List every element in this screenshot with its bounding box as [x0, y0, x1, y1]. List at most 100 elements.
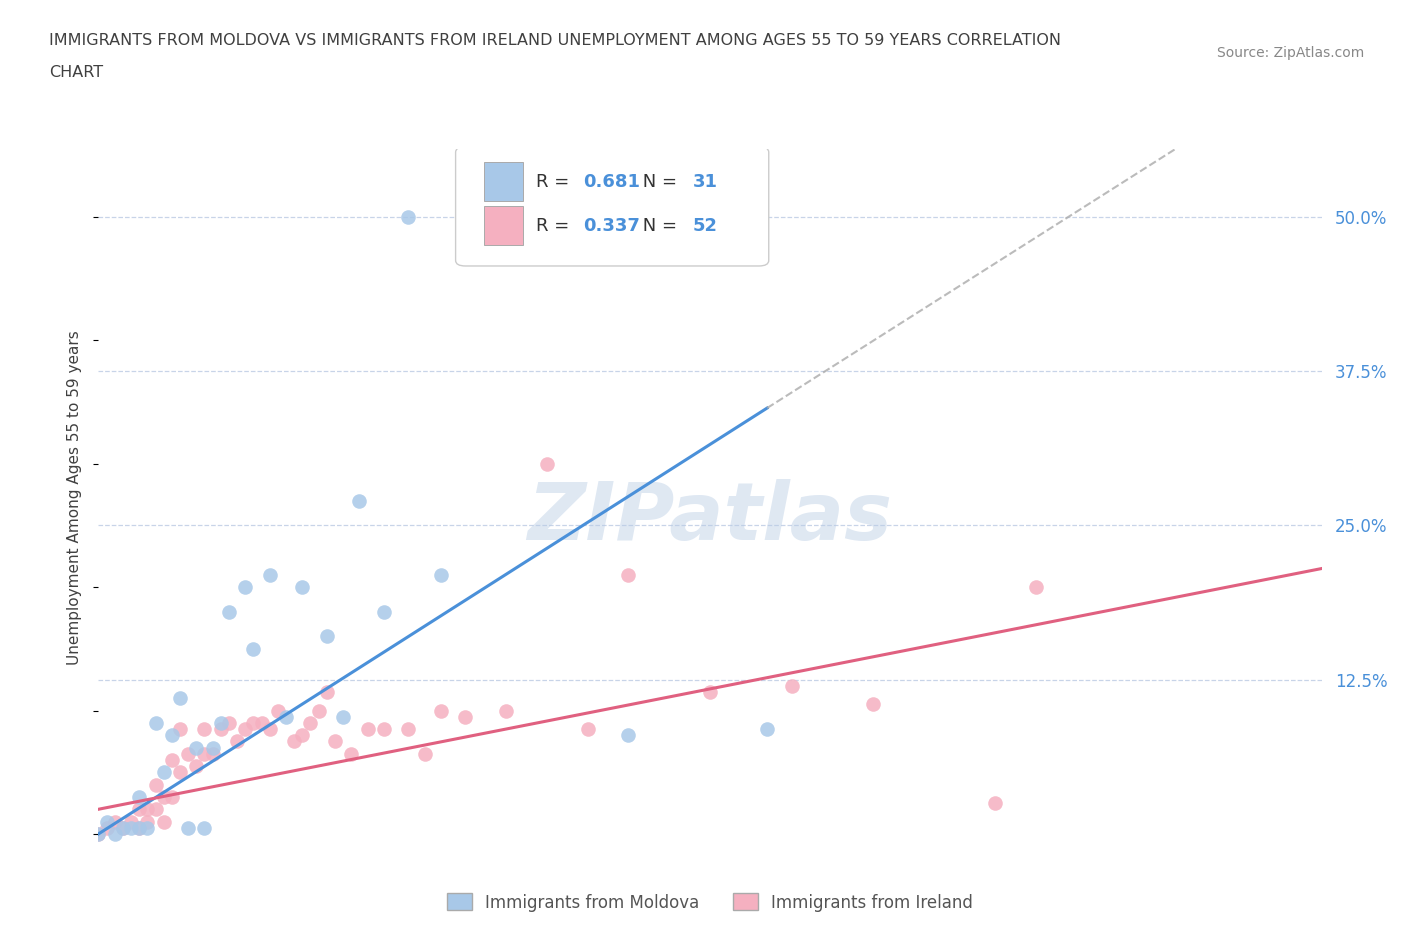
Point [169, 691, 191, 706]
Point [87, 827, 110, 842]
Point [169, 764, 191, 779]
Point [242, 715, 264, 730]
Point [299, 715, 322, 730]
Point [128, 790, 150, 804]
Point [193, 820, 215, 835]
Point [323, 734, 346, 749]
Text: 0.337: 0.337 [583, 217, 640, 234]
Text: Source: ZipAtlas.com: Source: ZipAtlas.com [1216, 46, 1364, 60]
Point [96, 814, 118, 829]
Y-axis label: Unemployment Among Ages 55 to 59 years: Unemployment Among Ages 55 to 59 years [67, 330, 83, 665]
Point [576, 722, 599, 737]
Point [291, 728, 314, 743]
Point [177, 746, 200, 761]
Point [984, 796, 1007, 811]
Point [373, 604, 395, 619]
Point [186, 740, 208, 755]
Text: R =: R = [536, 217, 575, 234]
Point [617, 567, 640, 582]
Legend: Immigrants from Moldova, Immigrants from Ireland: Immigrants from Moldova, Immigrants from… [440, 886, 980, 918]
Point [160, 752, 183, 767]
Text: 52: 52 [693, 217, 718, 234]
Point [780, 678, 803, 693]
Point [218, 715, 240, 730]
Point [332, 710, 354, 724]
Point [267, 703, 290, 718]
Point [250, 715, 273, 730]
Point [396, 722, 419, 737]
Point [283, 734, 305, 749]
Point [1025, 579, 1047, 594]
Point [186, 759, 208, 774]
Point [145, 715, 167, 730]
Point [226, 734, 249, 749]
Point [356, 722, 378, 737]
Text: ZIPatlas: ZIPatlas [527, 480, 893, 557]
Point [193, 746, 215, 761]
Point [495, 703, 517, 718]
Point [160, 728, 183, 743]
Point [233, 579, 256, 594]
Point [242, 642, 264, 657]
Point [454, 710, 477, 724]
Point [136, 802, 159, 817]
Point [536, 456, 558, 471]
Point [259, 567, 281, 582]
Text: CHART: CHART [49, 65, 103, 80]
Point [413, 746, 436, 761]
Point [259, 722, 281, 737]
Point [373, 722, 395, 737]
Point [193, 722, 215, 737]
Point [120, 814, 142, 829]
Point [111, 820, 134, 835]
Point [430, 703, 453, 718]
Point [152, 790, 174, 804]
Point [315, 684, 337, 699]
Point [136, 814, 159, 829]
Point [201, 740, 224, 755]
Point [201, 746, 224, 761]
Text: 31: 31 [693, 173, 718, 191]
Text: R =: R = [536, 173, 575, 191]
FancyBboxPatch shape [456, 147, 769, 266]
Point [430, 567, 453, 582]
Text: IMMIGRANTS FROM MOLDOVA VS IMMIGRANTS FROM IRELAND UNEMPLOYMENT AMONG AGES 55 TO: IMMIGRANTS FROM MOLDOVA VS IMMIGRANTS FR… [49, 33, 1062, 47]
Point [111, 820, 134, 835]
Point [291, 579, 314, 594]
Point [699, 684, 721, 699]
Point [349, 493, 371, 508]
Point [169, 722, 191, 737]
Point [128, 820, 150, 835]
Point [218, 604, 240, 619]
Point [120, 820, 142, 835]
Text: N =: N = [637, 217, 682, 234]
Point [756, 722, 779, 737]
Point [104, 814, 127, 829]
Point [136, 820, 159, 835]
Point [145, 777, 167, 792]
Point [274, 710, 297, 724]
Point [96, 820, 118, 835]
Point [104, 827, 127, 842]
Text: N =: N = [637, 173, 682, 191]
Text: 0.681: 0.681 [583, 173, 640, 191]
Point [209, 715, 232, 730]
Point [145, 802, 167, 817]
Point [308, 703, 330, 718]
Point [128, 802, 150, 817]
Point [340, 746, 363, 761]
Point [152, 764, 174, 779]
Point [128, 820, 150, 835]
Point [152, 814, 174, 829]
FancyBboxPatch shape [484, 163, 523, 201]
Point [160, 790, 183, 804]
Point [87, 827, 110, 842]
Point [617, 728, 640, 743]
Point [233, 722, 256, 737]
FancyBboxPatch shape [484, 206, 523, 245]
Point [177, 820, 200, 835]
Point [315, 629, 337, 644]
Point [209, 722, 232, 737]
Point [396, 209, 419, 224]
Point [862, 697, 884, 711]
